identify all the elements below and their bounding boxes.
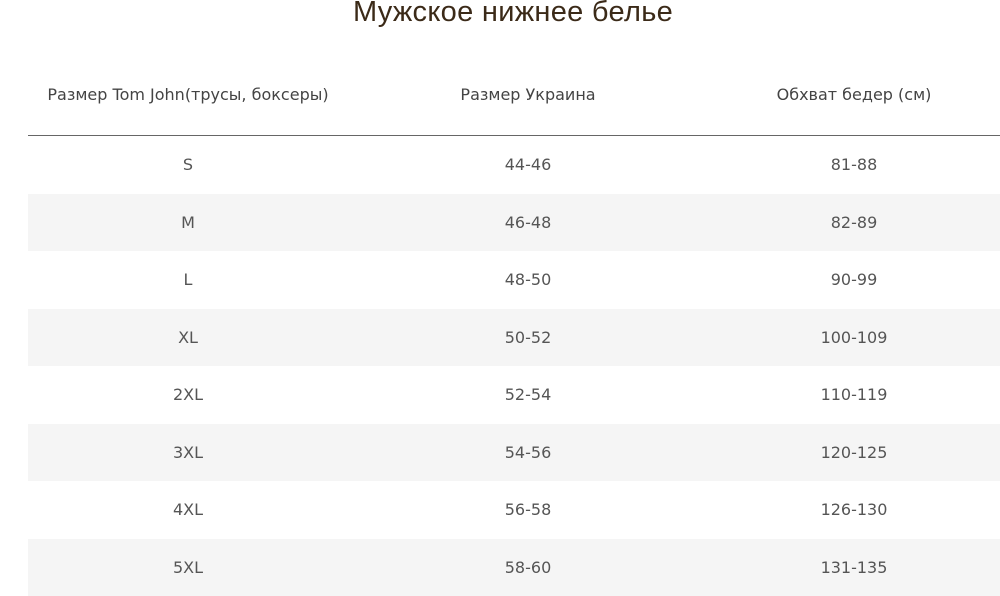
page-title: Мужское нижнее белье [0, 0, 1000, 29]
cell-hip-girth: 81-88 [708, 136, 1000, 194]
cell-ukraine-size: 44-46 [348, 136, 708, 194]
cell-tomjohn-size: 3XL [28, 424, 348, 482]
cell-ukraine-size: 50-52 [348, 309, 708, 367]
size-table: Размер Tom John(трусы, боксеры) Размер У… [28, 55, 1000, 596]
cell-hip-girth: 110-119 [708, 366, 1000, 424]
cell-hip-girth: 120-125 [708, 424, 1000, 482]
cell-hip-girth: 82-89 [708, 194, 1000, 252]
header-hip-girth: Обхват бедер (см) [708, 55, 1000, 136]
table-header-row: Размер Tom John(трусы, боксеры) Размер У… [28, 55, 1000, 136]
cell-tomjohn-size: S [28, 136, 348, 194]
cell-ukraine-size: 56-58 [348, 481, 708, 539]
cell-tomjohn-size: XL [28, 309, 348, 367]
header-tomjohn-size: Размер Tom John(трусы, боксеры) [28, 55, 348, 136]
cell-ukraine-size: 46-48 [348, 194, 708, 252]
cell-ukraine-size: 58-60 [348, 539, 708, 596]
cell-tomjohn-size: 2XL [28, 366, 348, 424]
cell-tomjohn-size: M [28, 194, 348, 252]
cell-tomjohn-size: L [28, 251, 348, 309]
cell-tomjohn-size: 4XL [28, 481, 348, 539]
cell-hip-girth: 131-135 [708, 539, 1000, 596]
cell-tomjohn-size: 5XL [28, 539, 348, 596]
cell-ukraine-size: 54-56 [348, 424, 708, 482]
cell-ukraine-size: 48-50 [348, 251, 708, 309]
cell-hip-girth: 90-99 [708, 251, 1000, 309]
header-ukraine-size: Размер Украина [348, 55, 708, 136]
cell-hip-girth: 100-109 [708, 309, 1000, 367]
cell-hip-girth: 126-130 [708, 481, 1000, 539]
cell-ukraine-size: 52-54 [348, 366, 708, 424]
